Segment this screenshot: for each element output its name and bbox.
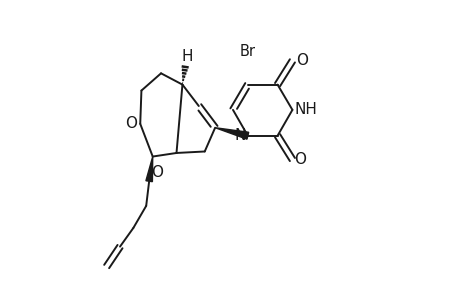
Text: O: O bbox=[293, 152, 305, 167]
Text: H: H bbox=[181, 49, 192, 64]
Text: O: O bbox=[124, 116, 136, 131]
Polygon shape bbox=[146, 157, 152, 182]
Text: O: O bbox=[150, 165, 162, 180]
Text: Br: Br bbox=[239, 44, 255, 59]
Text: N: N bbox=[235, 128, 246, 143]
Text: NH: NH bbox=[294, 102, 317, 117]
Polygon shape bbox=[215, 128, 248, 139]
Text: O: O bbox=[295, 53, 308, 68]
